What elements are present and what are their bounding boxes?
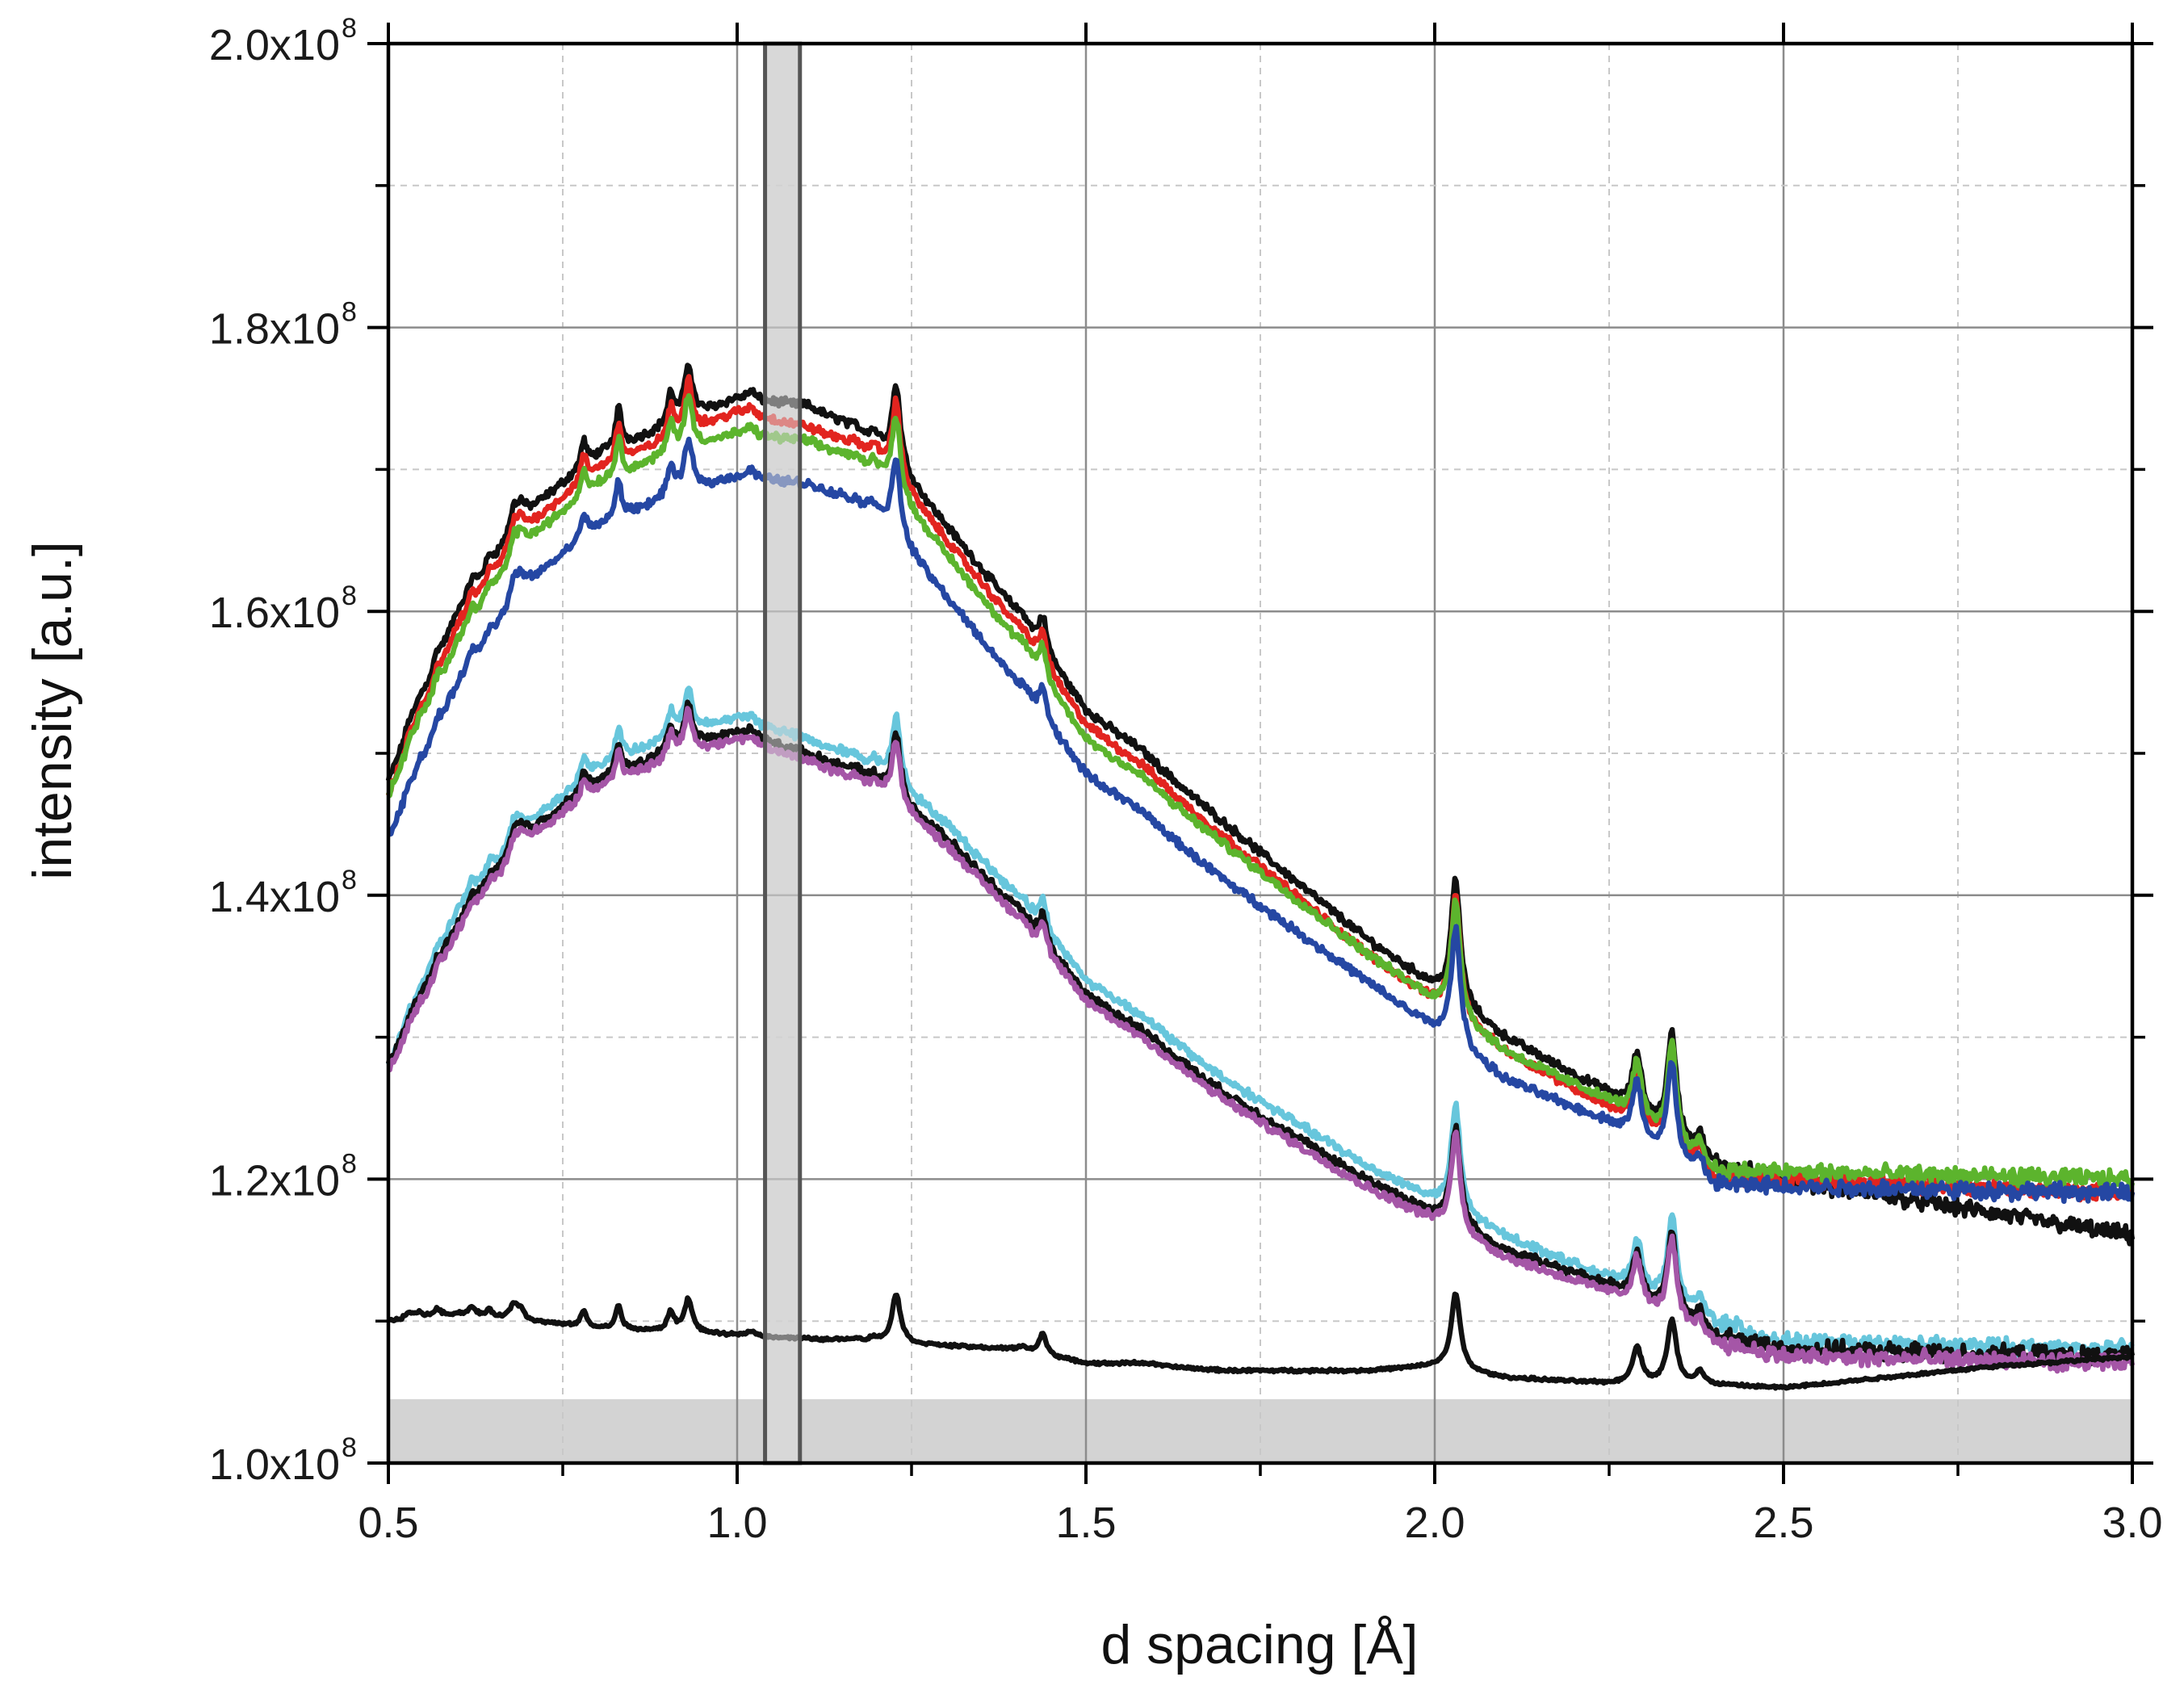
series-line-bottom-black [387, 1291, 2134, 1391]
y-tick-label: 2.0x10 [209, 21, 340, 69]
y-tick-label: 1.2x10 [209, 1156, 340, 1205]
y-axis-label: intensity [a.u.] [22, 541, 83, 880]
highlight-band-outline [763, 41, 803, 1465]
x-tick-label: 0.5 [358, 1499, 418, 1547]
y-tick-label: 1.8x10 [209, 305, 340, 354]
y-axis-ticks: 1.0x10 81.2x10 81.4x10 81.6x10 81.8x10 82.0x1… [209, 13, 2153, 1489]
x-axis-ticks: 0.5 1.0 1.5 2.0 2.5 3.0 [358, 23, 2163, 1547]
x-tick-label: 1.0 [706, 1499, 767, 1547]
series-line-upper-green [386, 392, 2136, 1190]
y-tick-exponent: 8 [342, 865, 357, 895]
y-tick-exponent: 8 [342, 1432, 357, 1463]
y-tick-label: 1.4x10 [209, 873, 340, 921]
x-tick-label: 2.5 [1753, 1499, 1813, 1547]
y-tick-exponent: 8 [342, 297, 357, 328]
x-tick-label: 3.0 [2102, 1499, 2162, 1547]
series-line-middle-magenta [387, 706, 2136, 1374]
y-tick-exponent: 8 [342, 581, 357, 611]
y-tick-label: 1.6x10 [209, 589, 340, 637]
y-tick-exponent: 8 [342, 1148, 357, 1179]
x-axis-label: d spacing [Å] [1100, 1614, 1418, 1675]
y-tick-label: 1.0x10 [209, 1440, 340, 1489]
series-line-upper-blue [387, 436, 2136, 1205]
series-line-upper-black [385, 363, 2136, 1247]
y-tick-exponent: 8 [342, 13, 357, 44]
x-tick-label: 2.0 [1404, 1499, 1465, 1547]
x-tick-label: 1.5 [1055, 1499, 1116, 1547]
